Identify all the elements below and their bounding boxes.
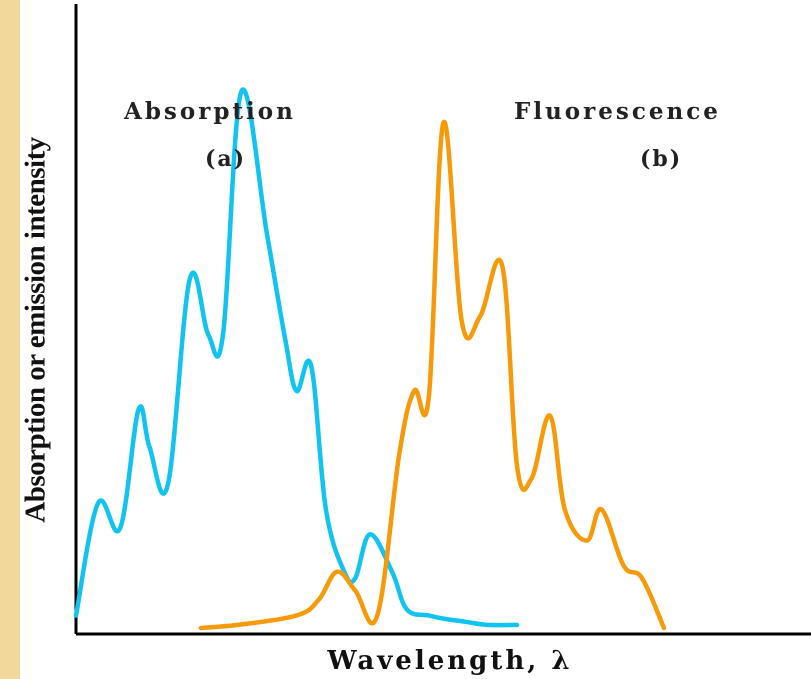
- annotation-absorption-sub: (a): [205, 146, 247, 172]
- y-axis-label: Absorption or emission intensity: [19, 137, 52, 523]
- series-line-fluorescence: [198, 119, 667, 631]
- annotation-absorption: Absorption: [124, 98, 296, 125]
- series-layer: [73, 87, 667, 631]
- annotation-fluorescence-sub: (b): [640, 146, 683, 172]
- plot-background: [20, 0, 811, 679]
- annotation-fluorescence: Fluorescence: [514, 98, 721, 125]
- series-line-absorption: [73, 87, 520, 628]
- x-axis-label: Wavelength, λ: [327, 646, 573, 676]
